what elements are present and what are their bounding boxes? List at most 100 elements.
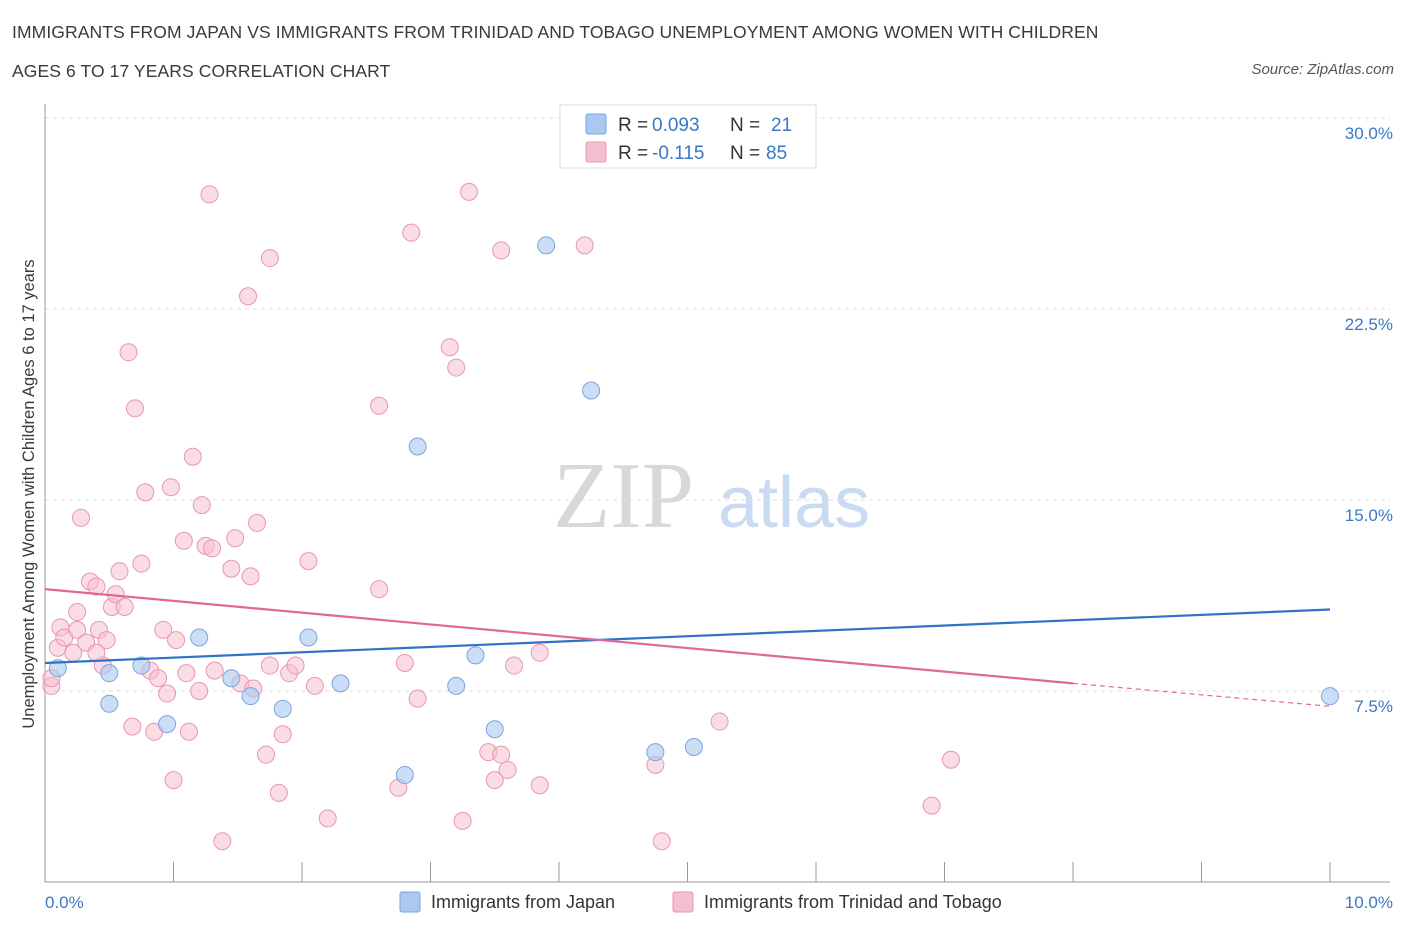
trend-lines — [44, 588, 1331, 707]
data-point-japan — [331, 674, 350, 693]
legend-label-trinidad-tobago: Immigrants from Trinidad and Tobago — [704, 892, 1002, 912]
data-point-trinidad-tobago — [498, 760, 517, 779]
data-point-trinidad-tobago — [453, 811, 472, 830]
trend-line-trinidad-tobago-extension — [1072, 682, 1331, 707]
data-point-trinidad-tobago — [190, 682, 209, 700]
data-point-trinidad-tobago — [132, 554, 151, 573]
gridlines — [45, 117, 1390, 692]
data-point-japan — [100, 664, 119, 683]
data-point-trinidad-tobago — [286, 656, 305, 675]
legend-r-label-japan: R = — [618, 115, 648, 136]
data-point-trinidad-tobago — [530, 643, 549, 662]
source-credit: Source: ZipAtlas.com — [1251, 61, 1394, 78]
data-point-japan — [132, 656, 151, 675]
data-point-trinidad-tobago — [395, 653, 414, 672]
series-japan-points — [48, 236, 1339, 785]
data-point-trinidad-tobago — [183, 447, 202, 466]
data-point-trinidad-tobago — [149, 669, 168, 688]
data-point-japan — [1321, 687, 1339, 706]
data-point-trinidad-tobago — [370, 396, 389, 415]
data-point-trinidad-tobago — [318, 809, 337, 828]
data-point-trinidad-tobago — [136, 483, 155, 502]
series-legend: Immigrants from Japan Immigrants from Tr… — [399, 891, 1002, 913]
data-point-trinidad-tobago — [87, 643, 106, 662]
legend-swatch-japan-bottom — [399, 891, 421, 913]
legend-n-value-tt: 85 — [766, 143, 787, 164]
data-point-japan — [537, 236, 556, 255]
data-point-trinidad-tobago — [260, 656, 279, 675]
data-point-trinidad-tobago — [710, 712, 729, 731]
data-point-trinidad-tobago — [652, 832, 671, 851]
data-point-trinidad-tobago — [575, 236, 594, 255]
data-point-trinidad-tobago — [273, 725, 292, 744]
x-tick-labels: 0.0% 10.0% — [45, 893, 1393, 912]
y-tick-label: 7.5% — [1354, 697, 1393, 716]
data-point-trinidad-tobago — [299, 552, 318, 571]
data-point-trinidad-tobago — [408, 689, 427, 708]
data-point-japan — [408, 437, 427, 456]
legend-n-label-japan: N = — [730, 115, 760, 136]
axes — [44, 104, 1390, 883]
data-point-trinidad-tobago — [257, 745, 276, 764]
data-point-trinidad-tobago — [125, 399, 144, 418]
data-point-trinidad-tobago — [460, 182, 479, 201]
legend-r-value-japan: 0.093 — [652, 115, 700, 136]
data-point-trinidad-tobago — [177, 664, 196, 683]
data-point-japan — [273, 699, 292, 718]
data-point-trinidad-tobago — [941, 750, 960, 769]
data-point-trinidad-tobago — [492, 241, 511, 260]
data-point-trinidad-tobago — [530, 776, 549, 795]
data-point-trinidad-tobago — [119, 343, 138, 362]
data-point-japan — [485, 720, 504, 739]
legend-swatch-trinidad-tobago — [585, 141, 607, 163]
data-point-trinidad-tobago — [68, 603, 87, 622]
y-tick-labels: 7.5% 15.0% 22.5% 30.0% — [1345, 124, 1393, 716]
data-point-trinidad-tobago — [492, 745, 511, 764]
x-tick-label: 0.0% — [45, 893, 84, 912]
data-point-trinidad-tobago — [110, 562, 129, 581]
data-point-trinidad-tobago — [200, 185, 219, 204]
x-tick-label: 10.0% — [1345, 893, 1393, 912]
data-point-trinidad-tobago — [123, 717, 142, 736]
data-point-trinidad-tobago — [97, 631, 116, 650]
data-point-trinidad-tobago — [161, 478, 180, 497]
watermark-zip: ZIP — [553, 444, 694, 548]
data-point-japan — [241, 687, 260, 706]
y-tick-label: 30.0% — [1345, 124, 1393, 143]
y-tick-label: 15.0% — [1345, 506, 1393, 525]
data-point-trinidad-tobago — [260, 249, 279, 268]
data-point-japan — [299, 628, 318, 647]
data-point-trinidad-tobago — [440, 338, 459, 357]
chart-title-line-2: AGES 6 TO 17 YEARS CORRELATION CHART — [12, 61, 391, 81]
trend-line-trinidad-tobago — [44, 588, 1074, 685]
data-point-japan — [48, 659, 67, 678]
data-point-trinidad-tobago — [71, 508, 90, 527]
data-point-trinidad-tobago — [174, 531, 193, 550]
y-axis-label: Unemployment Among Women with Children A… — [20, 259, 38, 728]
data-point-japan — [684, 738, 703, 757]
data-point-trinidad-tobago — [447, 358, 466, 377]
data-point-trinidad-tobago — [154, 620, 173, 639]
data-point-trinidad-tobago — [241, 567, 260, 586]
series-trinidad-tobago-points — [42, 182, 960, 851]
data-point-japan — [100, 694, 119, 713]
data-point-japan — [466, 646, 485, 665]
trend-line-japan — [44, 608, 1331, 665]
y-tick-label: 22.5% — [1345, 315, 1393, 334]
legend-n-label-tt: N = — [730, 143, 760, 164]
legend-n-value-japan: 21 — [771, 115, 792, 136]
chart-title-line-1: IMMIGRANTS FROM JAPAN VS IMMIGRANTS FROM… — [12, 22, 1099, 42]
data-point-trinidad-tobago — [158, 684, 177, 703]
data-point-trinidad-tobago — [305, 676, 324, 695]
data-point-trinidad-tobago — [164, 771, 183, 790]
data-point-japan — [395, 766, 414, 785]
legend-swatch-tt-bottom — [672, 891, 694, 913]
data-point-trinidad-tobago — [370, 580, 389, 599]
data-point-trinidad-tobago — [213, 832, 232, 851]
data-point-trinidad-tobago — [922, 796, 941, 815]
legend-label-japan: Immigrants from Japan — [431, 892, 615, 912]
data-point-japan — [447, 676, 466, 695]
data-point-trinidad-tobago — [269, 783, 288, 802]
data-point-trinidad-tobago — [205, 661, 224, 680]
